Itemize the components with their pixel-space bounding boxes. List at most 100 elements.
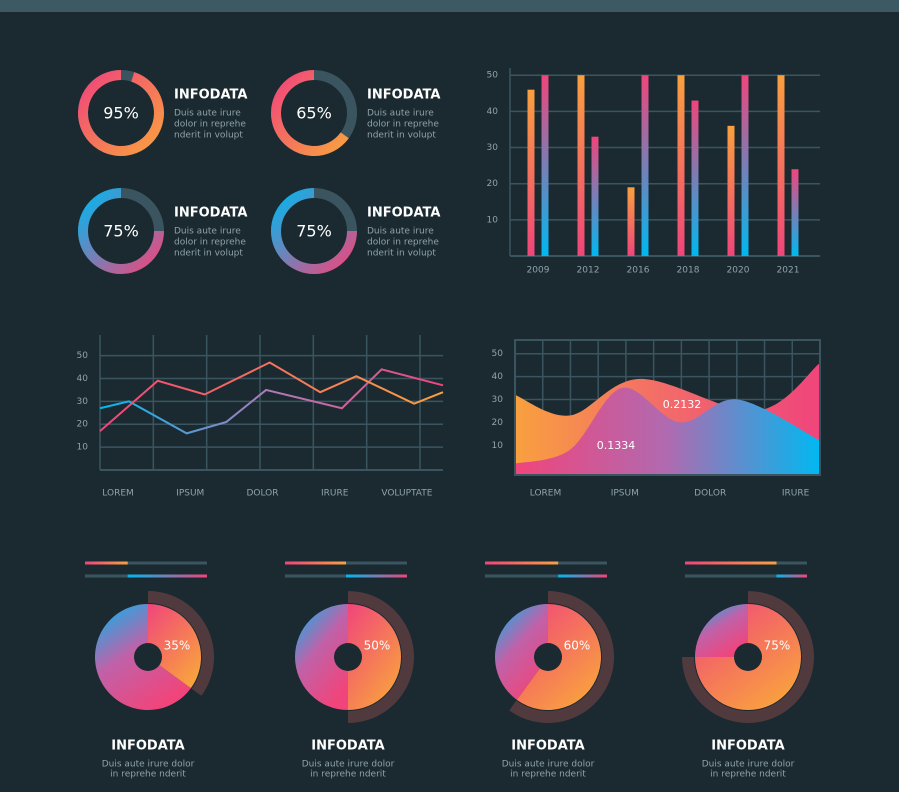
donut-text: nderit in volupt	[174, 249, 243, 259]
pie-text: Duis aute irure dolor	[702, 760, 795, 770]
pie-label: 35%	[164, 639, 191, 653]
pie-rest	[695, 604, 748, 657]
donut-label: 75%	[103, 222, 139, 241]
x-tick-label: 2018	[677, 266, 700, 276]
x-tick-label: 2021	[777, 266, 800, 276]
pie-title: INFODATA	[111, 739, 184, 754]
x-tick-label: IRURE	[782, 489, 810, 499]
bar-fill	[685, 561, 777, 565]
pie-rest	[295, 604, 348, 710]
donut-text: dolor in reprehe	[367, 238, 439, 248]
bar	[741, 75, 749, 256]
donut-text: dolor in reprehe	[174, 238, 246, 248]
annotation: 0.2132	[663, 398, 702, 411]
y-tick-label: 30	[77, 397, 89, 407]
plot-frame	[514, 339, 821, 476]
x-tick-label: 2020	[727, 266, 750, 276]
y-tick-label: 10	[492, 441, 504, 451]
pie-text: in reprehe nderit	[510, 770, 586, 780]
donut-text: nderit in volupt	[367, 249, 436, 259]
y-tick-label: 20	[487, 179, 499, 189]
y-tick-label: 40	[487, 107, 499, 117]
pie-title: INFODATA	[311, 739, 384, 754]
donut-text: nderit in volupt	[174, 131, 243, 141]
bar-fill	[485, 561, 559, 565]
x-tick-label: IPSUM	[176, 489, 204, 499]
donut-text: nderit in volupt	[367, 131, 436, 141]
donut-text: Duis aute irure	[367, 227, 434, 237]
bar	[627, 187, 635, 256]
x-tick-label: DOLOR	[246, 489, 278, 499]
y-tick-label: 40	[492, 372, 504, 382]
bar-rest	[776, 574, 807, 578]
donut-title: INFODATA	[367, 206, 440, 221]
bar	[791, 169, 799, 256]
y-tick-label: 50	[492, 349, 504, 359]
y-tick-label: 30	[492, 395, 504, 405]
x-tick-label: IRURE	[321, 489, 349, 499]
pie-ring	[348, 591, 414, 723]
annotation: 0.1334	[597, 439, 636, 452]
pie-hole	[534, 643, 562, 671]
pie-hole	[134, 643, 162, 671]
bar-rest	[127, 574, 207, 578]
bar	[691, 100, 699, 257]
bar	[677, 75, 685, 256]
donut-title: INFODATA	[174, 206, 247, 221]
donut-text: dolor in reprehe	[367, 120, 439, 130]
y-tick-label: 10	[77, 443, 89, 453]
pie-text: Duis aute irure dolor	[502, 760, 595, 770]
pie-hole	[734, 643, 762, 671]
pie-text: in reprehe nderit	[310, 770, 386, 780]
pie-rest	[495, 604, 548, 700]
line	[99, 368, 444, 435]
bar	[577, 75, 585, 256]
area	[515, 387, 820, 475]
x-tick-label: DOLOR	[694, 489, 726, 499]
bar	[641, 75, 649, 256]
x-tick-label: 2012	[577, 266, 600, 276]
header-band	[0, 0, 899, 12]
pie-slice	[348, 604, 401, 710]
donut-label: 65%	[296, 104, 332, 123]
bar	[777, 75, 785, 256]
x-tick-label: LOREM	[102, 489, 133, 499]
donut-arc	[271, 188, 357, 274]
pie-ring	[509, 591, 614, 723]
donut-arc	[271, 70, 349, 156]
bar-rest	[558, 574, 607, 578]
donut-arc	[78, 70, 164, 156]
pie-hole	[334, 643, 362, 671]
pie-title: INFODATA	[511, 739, 584, 754]
bar-rest	[346, 574, 407, 578]
donut-title: INFODATA	[367, 88, 440, 103]
pie-title: INFODATA	[711, 739, 784, 754]
line	[99, 361, 444, 432]
bar-fill	[85, 561, 128, 565]
bar	[527, 89, 535, 256]
y-tick-label: 10	[487, 215, 499, 225]
y-tick-label: 30	[487, 143, 499, 153]
y-tick-label: 20	[492, 418, 504, 428]
pie-text: in reprehe nderit	[110, 770, 186, 780]
y-tick-label: 50	[77, 351, 89, 361]
pie-slice	[148, 604, 201, 689]
x-tick-label: LOREM	[530, 489, 561, 499]
donut-title: INFODATA	[174, 88, 247, 103]
bar	[591, 136, 599, 256]
donut-label: 75%	[296, 222, 332, 241]
pie-text: Duis aute irure dolor	[302, 760, 395, 770]
x-tick-label: 2009	[527, 266, 550, 276]
donut-text: Duis aute irure	[174, 227, 241, 237]
donut-text: dolor in reprehe	[174, 120, 246, 130]
donut-text: Duis aute irure	[367, 109, 434, 119]
bar	[541, 75, 549, 256]
pie-label: 50%	[364, 639, 391, 653]
bar-fill	[285, 561, 346, 565]
pie-label: 60%	[564, 639, 591, 653]
donut-text: Duis aute irure	[174, 109, 241, 119]
pie-text: in reprehe nderit	[710, 770, 786, 780]
pie-ring	[148, 591, 214, 696]
